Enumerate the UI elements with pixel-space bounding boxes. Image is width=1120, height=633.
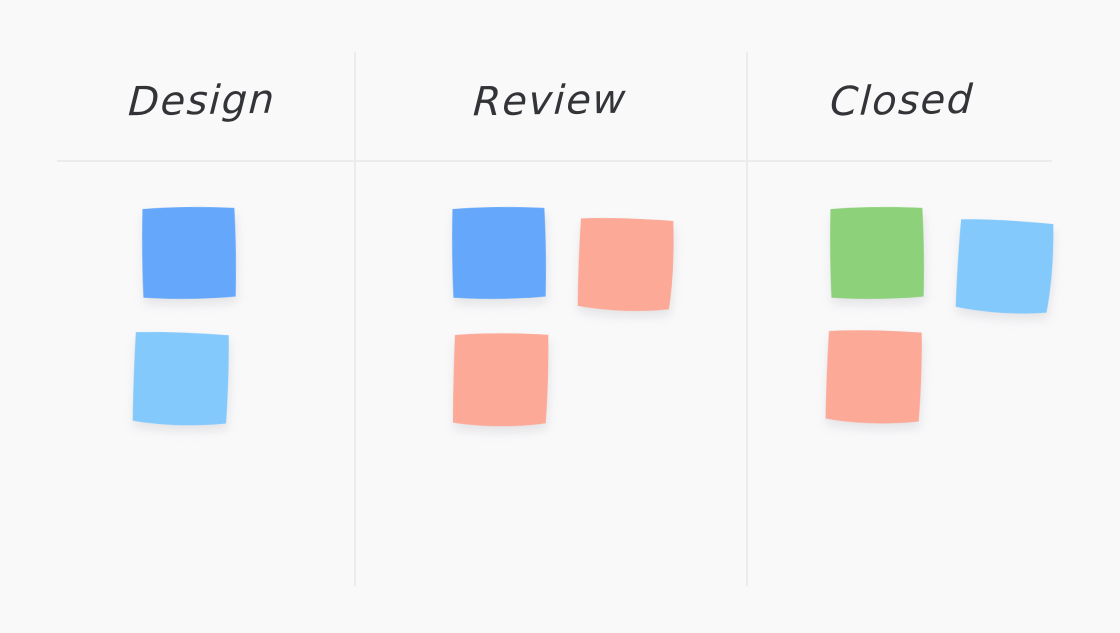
sticky-note[interactable]: [132, 330, 230, 428]
sticky-note[interactable]: [954, 216, 1055, 317]
sticky-note[interactable]: [140, 204, 238, 302]
sticky-note-shape: [955, 219, 1054, 314]
sticky-note-shape: [825, 330, 922, 424]
column-divider-1: [354, 52, 356, 586]
sticky-note-shape: [452, 333, 549, 427]
sticky-note-shape: [132, 331, 229, 426]
sticky-note-shape: [830, 206, 924, 299]
sticky-note[interactable]: [825, 328, 924, 427]
column-title-review: Review: [471, 76, 629, 126]
sticky-note[interactable]: [828, 204, 926, 302]
sticky-note-shape: [142, 206, 236, 299]
sticky-note[interactable]: [577, 216, 676, 315]
sticky-note-shape: [577, 217, 674, 311]
column-title-closed: Closed: [829, 76, 975, 126]
column-divider-2: [746, 52, 748, 586]
sticky-note-shape: [452, 206, 546, 299]
sticky-note[interactable]: [450, 204, 548, 302]
header-divider: [57, 160, 1052, 162]
sticky-note[interactable]: [452, 331, 549, 428]
column-title-design: Design: [127, 76, 277, 126]
